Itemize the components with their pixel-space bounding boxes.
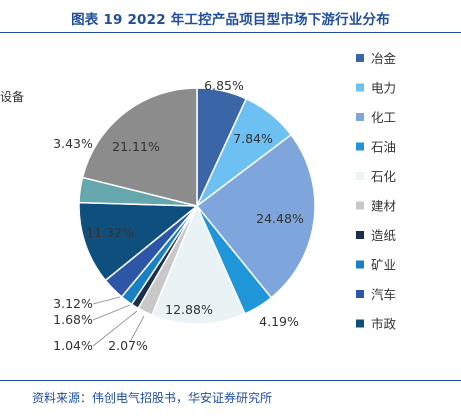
leader-line [129,315,145,343]
legend-label: 市政 [371,317,397,332]
slice-value-label: 6.85% [204,78,244,93]
legend-swatch [356,290,364,298]
legend-swatch [356,54,364,62]
slice-value-label: 4.19% [259,314,299,329]
leader-line [92,304,131,321]
legend-swatch [356,260,364,269]
legend-label: 化工 [371,110,396,125]
slice-value-label: 21.11% [112,139,160,154]
slice-value-label: 3.43% [53,136,93,151]
legend-label: 冶金 [371,51,397,66]
legend-swatch [356,319,364,328]
slice-value-label: 24.48% [256,211,304,226]
slice-value-label: 2.07% [108,338,148,353]
legend-swatch [356,83,364,92]
pie-chart: 6.85% 7.84% 24.48% 4.19% 12.88% 2.07% 1.04% 1.6… [53,51,397,353]
legend-swatch [356,113,364,121]
side-text: 设备 [0,90,25,104]
legend-label: 汽车 [371,287,396,302]
leader-line [92,310,138,347]
pie-slice [78,201,200,282]
top-divider [0,32,461,33]
chart-title: 图表 19 2022 年工控产品项目型市场下游行业分布 [71,12,390,28]
legend-label: 电力 [371,81,396,96]
slice-value-label: 11.32% [86,225,134,240]
pie-slice [150,204,246,325]
legend-swatch [356,201,364,210]
pie-slice [81,87,198,207]
legend-label: 建材 [371,199,396,214]
pie-slice [195,133,316,299]
legend-label: 石化 [371,169,397,184]
legend-swatch [356,142,364,151]
bottom-divider [0,380,461,381]
source-note: 资料来源：伟创电气招股书，华安证券研究所 [32,391,273,405]
leader-line [92,296,121,305]
slice-value-label: 1.04% [53,338,93,353]
legend-label: 石油 [371,140,396,155]
slice-value-label: 3.12% [53,296,93,311]
slice-value-label: 7.84% [233,131,273,146]
legend-label: 造纸 [371,228,397,243]
slice-value-label: 12.88% [165,302,213,317]
legend-swatch [356,172,364,180]
legend-swatch [356,231,364,239]
slice-value-label: 1.68% [53,312,93,327]
legend-label: 矿业 [371,258,396,273]
